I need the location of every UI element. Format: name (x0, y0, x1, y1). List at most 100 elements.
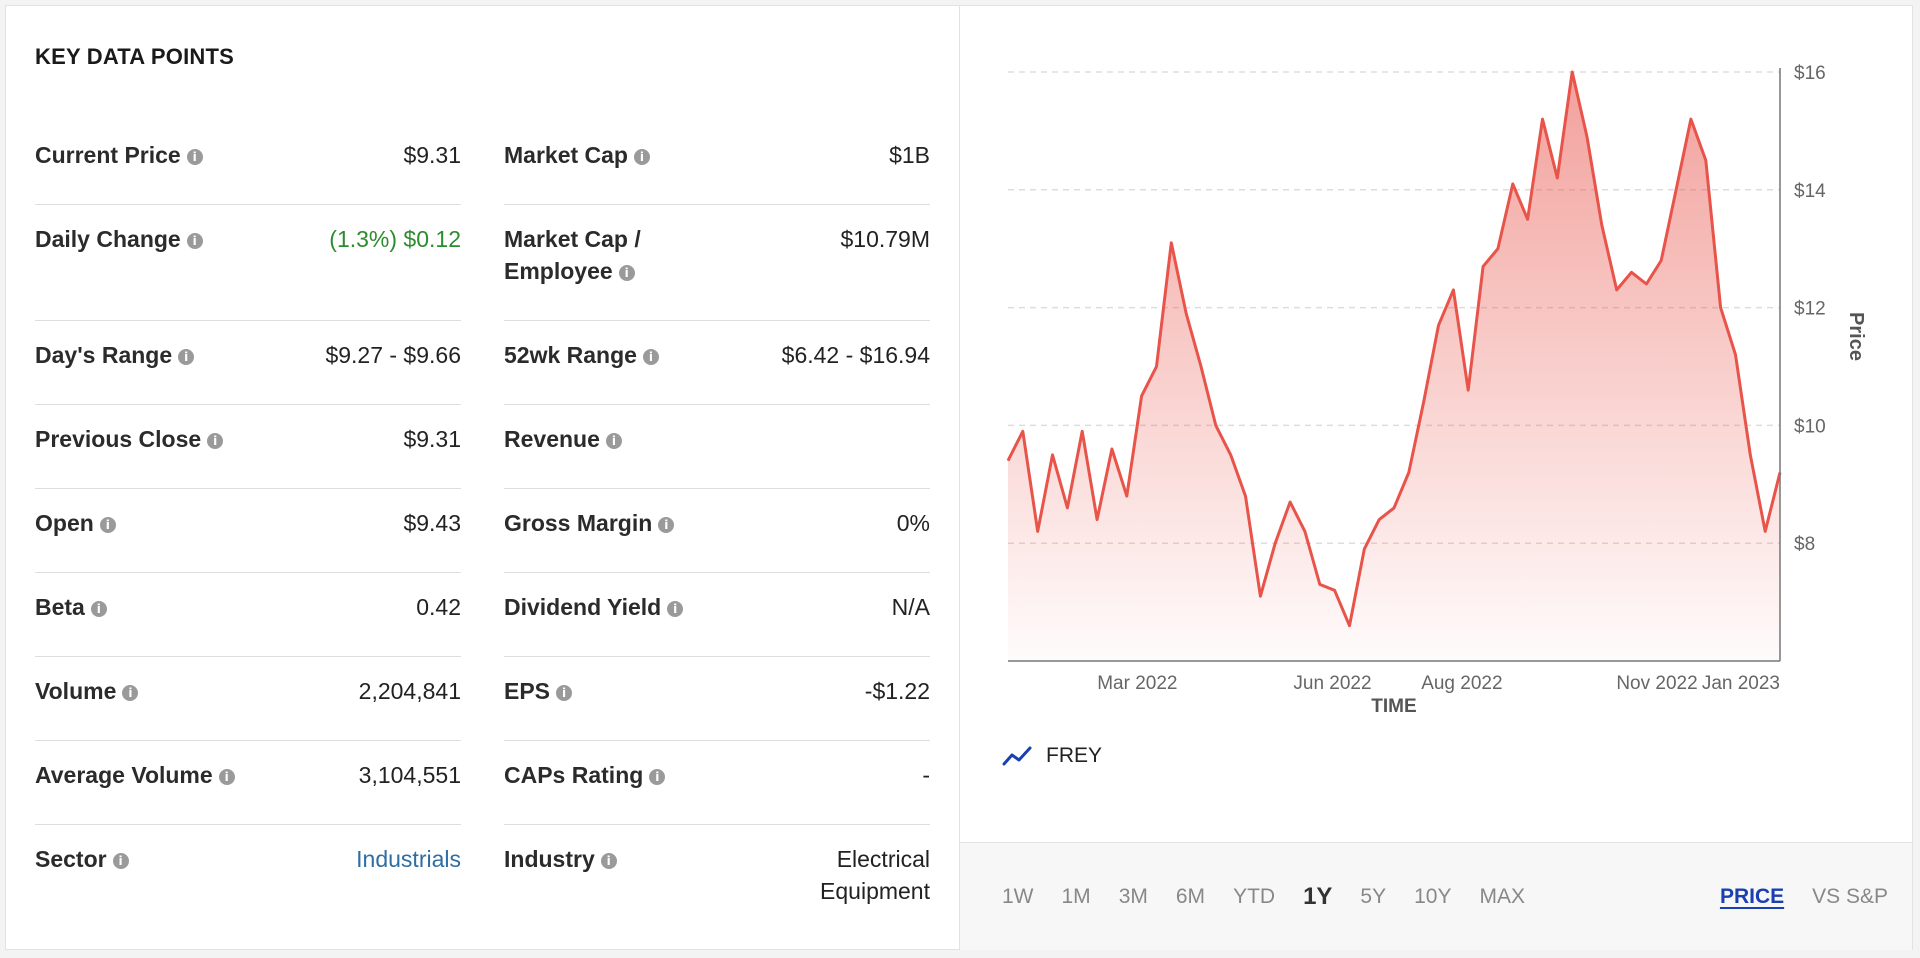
data-label: Dividend Yield i (504, 591, 684, 623)
mode-button-price[interactable]: PRICE (1719, 885, 1785, 908)
data-label: Industry i (504, 843, 617, 875)
info-icon[interactable]: i (605, 433, 622, 449)
chart-legend[interactable]: FREY (1002, 744, 1102, 768)
info-icon[interactable]: i (186, 149, 203, 165)
data-label-text: Sector (35, 846, 107, 872)
range-button-1w[interactable]: 1W (1002, 885, 1034, 908)
range-button-6m[interactable]: 6M (1175, 885, 1206, 908)
data-label-text: Open (35, 510, 94, 536)
data-label-text: Day's Range (35, 342, 173, 368)
chart-panel: $8 $10 $12 $14 $16 Mar 2022 Jun 2022 Aug 2022 No… (960, 6, 1912, 950)
y-tick-label: $16 (1794, 63, 1826, 84)
data-label: Previous Close i (35, 423, 224, 455)
info-icon[interactable]: i (658, 517, 675, 533)
data-label: Daily Change i (35, 223, 203, 255)
data-label-text: 52wk Range (504, 342, 637, 368)
x-tick-label: Jun 2022 (1293, 673, 1371, 694)
price-area (1008, 72, 1780, 661)
data-row-current-price: Current Price i $9.31 (35, 121, 461, 205)
left-data-column: Current Price i $9.31 Daily Change i (1.3%) $… (35, 121, 461, 925)
data-label: Open i (35, 507, 116, 539)
data-label: Volume i (35, 675, 139, 707)
data-row-beta: Beta i 0.42 (35, 573, 461, 657)
info-icon[interactable]: i (633, 149, 650, 165)
info-icon[interactable]: i (178, 349, 195, 365)
range-button-3m[interactable]: 3M (1118, 885, 1148, 908)
data-row-revenue: Revenue i (504, 405, 930, 489)
data-value-market-cap-employee: $10.79M (840, 226, 930, 252)
data-label-text: Dividend Yield (504, 594, 662, 620)
info-icon[interactable]: i (186, 233, 203, 249)
right-data-column: Market Cap i $1B Market Cap / Employee i $10.… (504, 121, 930, 925)
range-button-10y[interactable]: 10Y (1414, 885, 1452, 908)
range-button-max[interactable]: MAX (1479, 885, 1525, 908)
time-range-selector: 1W 1M 3M 6M YTD 1Y 5Y 10Y MAX (1002, 883, 1553, 911)
data-value-daily-change: (1.3%) $0.12 (329, 226, 461, 252)
data-row-open: Open i $9.43 (35, 489, 461, 573)
data-row-industry: Industry i Electrical Equipment (504, 825, 930, 925)
data-row-sector: Sector i Industrials (35, 825, 461, 925)
info-icon[interactable]: i (90, 601, 107, 617)
range-button-ytd[interactable]: YTD (1233, 885, 1276, 908)
key-data-panel: KEY DATA POINTS Current Price i $9.31 Daily… (6, 6, 959, 949)
data-value-beta: 0.42 (416, 594, 461, 620)
data-row-daily-change: Daily Change i (1.3%) $0.12 (35, 205, 461, 321)
data-label: EPS i (504, 675, 573, 707)
key-data-card: KEY DATA POINTS Current Price i $9.31 Daily… (5, 5, 1913, 950)
info-icon[interactable]: i (667, 601, 684, 617)
info-icon[interactable]: i (618, 265, 635, 281)
price-chart[interactable]: $8 $10 $12 $14 $16 Mar 2022 Jun 2022 Aug 2022 No… (960, 6, 1912, 842)
data-row-gross-margin: Gross Margin i 0% (504, 489, 930, 573)
data-label-text: Gross Margin (504, 510, 653, 536)
data-value-sector[interactable]: Industrials (356, 846, 461, 872)
data-row-market-cap: Market Cap i $1B (504, 121, 930, 205)
data-label-text: Revenue (504, 426, 600, 452)
info-icon[interactable]: i (649, 769, 666, 785)
data-value-caps-rating: - (922, 762, 930, 788)
data-label: 52wk Range i (504, 339, 659, 371)
data-value-open: $9.43 (403, 510, 461, 536)
info-icon[interactable]: i (122, 685, 139, 701)
data-label-text: CAPs Rating (504, 762, 644, 788)
data-row-day-s-range: Day's Range i $9.27 - $9.66 (35, 321, 461, 405)
range-button-1m[interactable]: 1M (1061, 885, 1091, 908)
data-value-eps: -$1.22 (864, 678, 930, 704)
data-label: Beta i (35, 591, 107, 623)
info-icon[interactable]: i (556, 685, 573, 701)
data-label-text: Daily Change (35, 226, 181, 252)
data-row-volume: Volume i 2,204,841 (35, 657, 461, 741)
info-icon[interactable]: i (218, 769, 235, 785)
data-label-text: Market Cap (504, 142, 628, 168)
data-label: Day's Range i (35, 339, 195, 371)
range-button-5y[interactable]: 5Y (1360, 885, 1387, 908)
data-label-text: Previous Close (35, 426, 202, 452)
x-tick-label: Aug 2022 (1421, 673, 1502, 694)
data-label-text: EPS (504, 678, 551, 704)
data-value-previous-close: $9.31 (403, 426, 461, 452)
info-icon[interactable]: i (112, 853, 129, 869)
range-button-1y[interactable]: 1Y (1303, 883, 1333, 910)
data-value-day-s-range: $9.27 - $9.66 (325, 342, 461, 368)
data-label: CAPs Rating i (504, 759, 666, 791)
x-axis-title: TIME (1371, 696, 1416, 717)
x-tick-label: Nov 2022 (1616, 673, 1697, 694)
chart-mode-selector: PRICE VS S&P (1720, 883, 1888, 911)
info-icon[interactable]: i (600, 853, 617, 869)
data-value-52wk-range: $6.42 - $16.94 (781, 342, 930, 368)
y-axis-title: Price (1845, 312, 1867, 361)
data-label-text: Current Price (35, 142, 181, 168)
info-icon[interactable]: i (642, 349, 659, 365)
data-row-average-volume: Average Volume i 3,104,551 (35, 741, 461, 825)
mode-button-vs-s-p[interactable]: VS S&P (1812, 885, 1888, 908)
data-value-dividend-yield: N/A (891, 594, 930, 620)
data-label-text: Average Volume (35, 762, 213, 788)
panel-divider (959, 6, 960, 949)
panel-title: KEY DATA POINTS (35, 44, 234, 69)
data-label-text: Beta (35, 594, 85, 620)
info-icon[interactable]: i (99, 517, 116, 533)
data-label: Gross Margin i (504, 507, 675, 539)
data-row-caps-rating: CAPs Rating i - (504, 741, 930, 825)
y-tick-label: $12 (1794, 299, 1826, 320)
data-value-average-volume: 3,104,551 (358, 762, 461, 788)
info-icon[interactable]: i (207, 433, 224, 449)
